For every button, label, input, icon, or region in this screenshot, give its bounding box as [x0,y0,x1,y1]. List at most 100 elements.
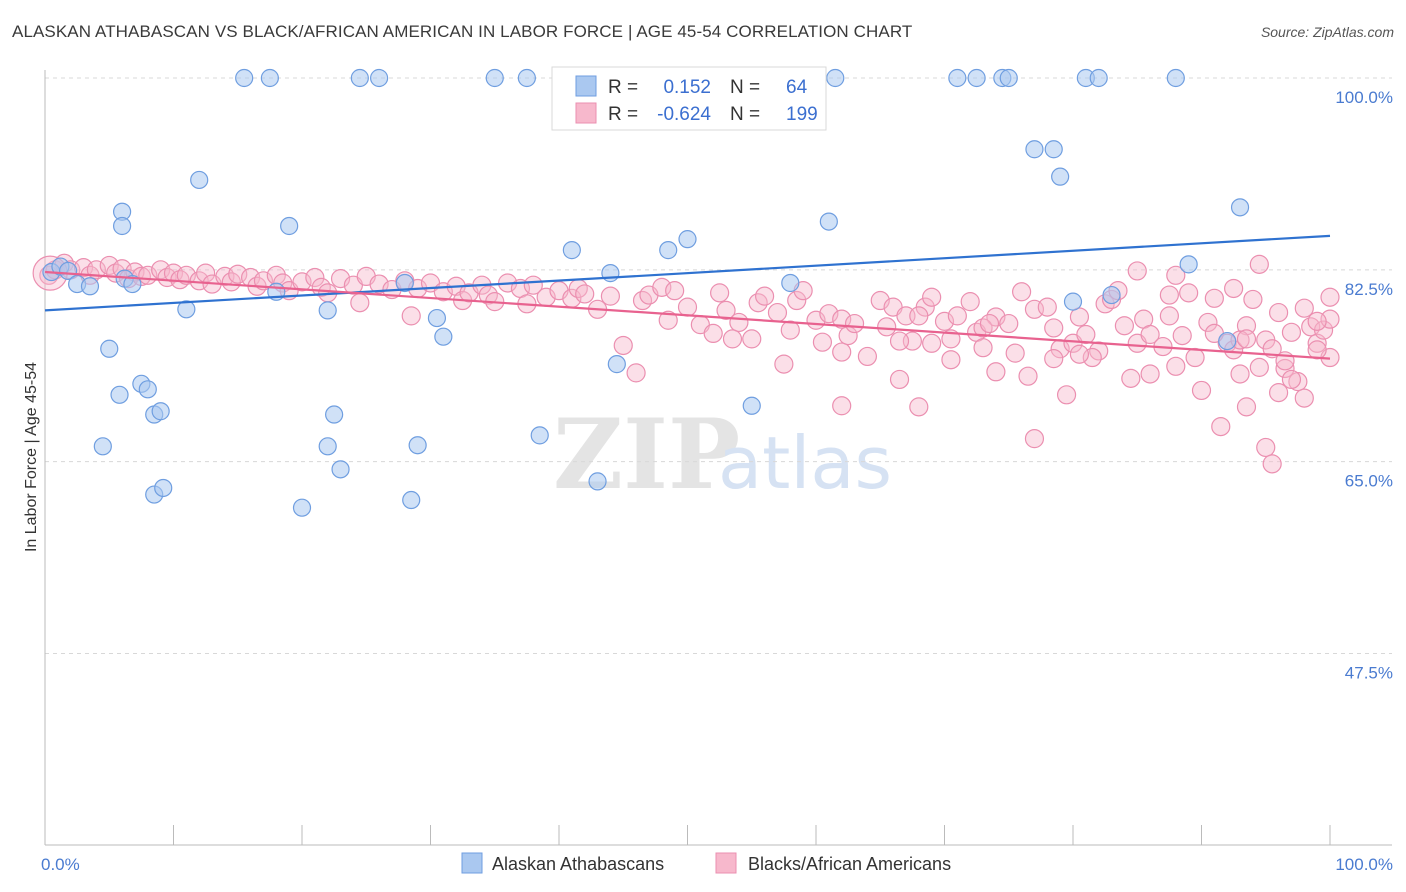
blue-point-35 [434,327,453,346]
pink-point-136 [1262,339,1282,359]
blue-point-16 [151,402,170,421]
blue-point-63 [1230,198,1250,217]
pink-point-126 [1191,380,1212,401]
pink-point-175 [1069,344,1090,364]
trendlines [44,234,1331,360]
pink-point-162 [1249,254,1269,274]
pink-point-174 [1044,349,1064,369]
blue-point-58 [1089,68,1108,88]
y-axis-title: In Labor Force | Age 45-54 [23,362,40,552]
blue-point-24 [292,498,312,517]
pink-point-73 [710,283,730,303]
legend-swatch-pink [575,102,597,124]
y-tick-label-2: 65.0% [1345,472,1393,491]
grid [45,77,1392,654]
pink-point-74 [716,300,736,320]
pink-point-160 [1224,278,1244,299]
pink-point-188 [979,313,1000,334]
pink-point-109 [1044,318,1064,338]
blue-point-39 [562,241,581,260]
pink-point-147 [774,354,794,374]
pink-point-125 [1179,283,1199,303]
blue-point-59 [1102,285,1121,305]
pink-point-122 [1159,306,1179,326]
blue-point-2 [59,261,78,281]
pink-point-60 [575,284,595,304]
pink-point-117 [1114,316,1135,336]
blue-point-37 [517,68,536,88]
pink-point-79 [767,302,788,323]
pink-point-64 [626,363,646,383]
blue-point-52 [999,68,1018,88]
pink-point-167 [1294,388,1314,408]
pink-point-156 [1140,364,1160,384]
pink-point-187 [909,306,929,326]
blue-point-32 [402,490,421,510]
legend-r-value-blue: 0.152 [663,77,711,98]
pink-point-123 [1166,356,1186,376]
pink-point-183 [1320,287,1340,307]
pink-point-100 [947,306,967,326]
blue-point-46 [781,273,800,293]
blue-point-45 [742,396,761,415]
legend-n-value-pink: 199 [786,104,818,125]
blue-point-6 [93,437,112,456]
blue-point-9 [112,216,132,236]
pink-point-89 [857,346,878,367]
pink-point-148 [832,342,852,362]
pink-point-69 [665,281,685,301]
pink-point-138 [1275,358,1295,379]
blue-point-28 [331,460,350,479]
blue-point-36 [485,68,504,88]
pink-point-80 [780,320,800,340]
pink-point-134 [1249,357,1269,377]
pink-point-78 [754,286,775,306]
pink-point-157 [1166,265,1186,285]
pink-point-141 [1294,298,1314,318]
blue-point-33 [408,436,427,455]
blue-point-29 [350,68,369,88]
pink-point-72 [703,323,723,344]
pink-point-184 [832,396,852,416]
pink-point-152 [1018,366,1038,386]
legend-r-label-blue: R = [608,77,638,98]
pink-point-23 [221,272,241,292]
pink-point-128 [1204,288,1224,308]
trendline-pink [44,270,1331,360]
pink-point-132 [1236,316,1257,336]
blue-point-7 [110,385,129,404]
pink-point-153 [1056,385,1077,405]
legend-r-label-pink: R = [608,104,638,125]
bottom-legend-swatch-pink [715,852,737,874]
blue-point-34 [427,308,447,328]
blue-point-31 [395,273,414,293]
pink-point-103 [973,338,993,358]
blue-point-19 [190,170,209,190]
pink-point-165 [1268,383,1289,403]
pink-point-88 [844,313,865,334]
bottom-legend-label-pink: Blacks/African Americans [748,854,951,874]
blue-point-42 [607,355,626,374]
pink-point-70 [677,297,698,317]
blue-point-60 [1166,68,1185,88]
y-tick-label-1: 82.5% [1345,280,1393,299]
bottom-legend: Alaskan Athabascans Blacks/African Ameri… [461,852,951,874]
blue-point-4 [80,277,100,296]
blue-point-5 [100,339,119,358]
blue-point-43 [659,241,678,260]
pink-point-37 [350,293,370,313]
blue-point-13 [138,380,157,399]
pink-point-150 [941,350,961,370]
pink-point-155 [1121,368,1141,388]
pink-point-106 [1011,282,1032,302]
tick-labels: 100.0% 82.5% 65.0% 47.5% 0.0% 100.0% [41,88,1393,874]
blue-point-20 [235,68,254,88]
x-tick-label-0: 0.0% [41,855,80,874]
pink-point-105 [999,313,1019,334]
pink-point-158 [1185,347,1205,368]
legend: R = 0.152 N = 64 R = -0.624 N = 199 [551,66,827,131]
bottom-legend-label-blue: Alaskan Athabascans [492,854,664,874]
blue-point-55 [1051,167,1070,186]
pink-point-186 [1236,329,1257,349]
